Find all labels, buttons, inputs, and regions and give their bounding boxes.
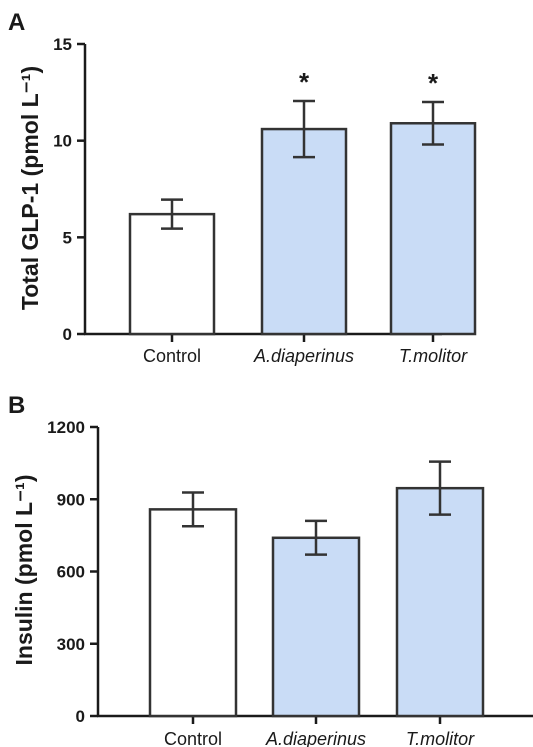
panel-b-bar bbox=[271, 536, 361, 718]
panel-a-y-axis-label: Total GLP-1 (pmol L⁻¹) bbox=[17, 66, 43, 310]
panel-b-y-axis-label: Insulin (pmol L⁻¹) bbox=[11, 475, 37, 666]
panel-b-letter: B bbox=[8, 392, 25, 419]
panel-a-y-tick-label: 15 bbox=[53, 35, 72, 54]
panel-a-category-label: T.molitor bbox=[399, 346, 468, 366]
panel-b-y-tick-label: 300 bbox=[57, 635, 85, 654]
panel-a-y-tick-label: 10 bbox=[53, 132, 72, 151]
panel-a-bar bbox=[389, 122, 477, 336]
panel-a-significance-marker: * bbox=[299, 67, 310, 97]
panel-b-y-tick-label: 0 bbox=[76, 707, 85, 726]
panel-b-category-label: T.molitor bbox=[406, 729, 475, 747]
panel-b-bar bbox=[395, 486, 485, 718]
panel-a-significance-marker: * bbox=[428, 68, 439, 98]
panel-b-category-label: Control bbox=[164, 729, 222, 747]
panel-b-y-tick-label: 1200 bbox=[47, 418, 85, 437]
panel-a-y-tick-label: 5 bbox=[63, 228, 72, 247]
panel-a-bar bbox=[260, 127, 348, 336]
panel-b-category-label: A.diaperinus bbox=[265, 729, 366, 747]
panel-a-category-label: A.diaperinus bbox=[253, 346, 354, 366]
panel-a-y-tick-label: 0 bbox=[63, 325, 72, 344]
panel-b-y-tick-label: 600 bbox=[57, 563, 85, 582]
panel-a-bar bbox=[128, 212, 216, 336]
panel-a-letter: A bbox=[8, 9, 25, 36]
panel-a-category-label: Control bbox=[143, 346, 201, 366]
panel-b-bar bbox=[148, 508, 238, 718]
panel-b-y-tick-label: 900 bbox=[57, 490, 85, 509]
